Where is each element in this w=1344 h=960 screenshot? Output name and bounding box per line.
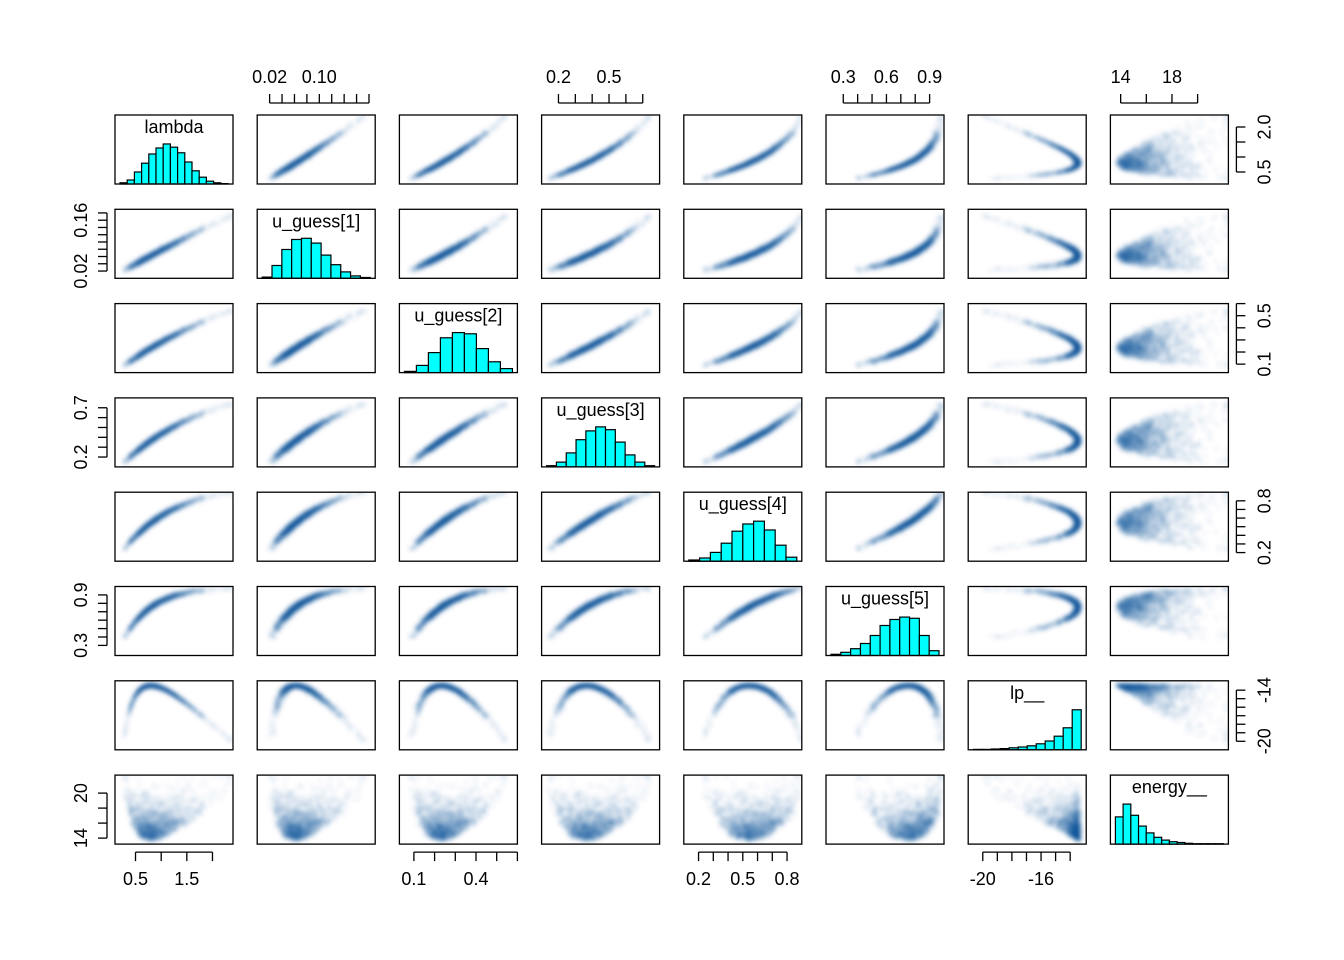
scatter-point	[331, 137, 335, 141]
scatter-point	[296, 159, 300, 163]
scatter-point	[500, 119, 504, 123]
scatter-point	[598, 153, 602, 157]
scatter-point	[356, 119, 360, 123]
scatter-point	[641, 121, 645, 125]
scatter-point	[495, 121, 499, 125]
scatter-point	[628, 133, 632, 137]
scatter-point	[449, 155, 453, 159]
scatter-point	[349, 121, 353, 125]
scatter-point	[632, 130, 636, 134]
scatter-point	[459, 150, 463, 154]
scatter-point	[605, 150, 609, 154]
scatter-point	[429, 166, 433, 170]
scatter-point	[303, 155, 307, 159]
scatter-point	[309, 153, 313, 157]
scatter-point	[277, 173, 281, 177]
scatter-panel-lambda-vs-u_guess[4]	[702, 114, 807, 181]
scatter-point	[587, 159, 591, 163]
scatter-point	[322, 142, 326, 146]
scatter-point	[342, 130, 346, 134]
scatter-panel-lambda-vs-u_guess[3]	[545, 114, 651, 181]
scatter-point	[625, 137, 629, 141]
scatter-panel-lambda-vs-u_guess[1]	[267, 114, 368, 181]
scatter-panel-lambda-vs-u_guess[2]	[408, 114, 508, 181]
scatter-point	[591, 155, 595, 159]
scatter-point	[326, 139, 330, 143]
scatter-point	[444, 159, 448, 163]
scatter-point	[481, 130, 485, 134]
scatter-point	[289, 164, 293, 168]
scatter-point	[436, 163, 440, 167]
scatter-point	[578, 164, 582, 168]
scatter-point	[488, 130, 492, 134]
scatter-point	[268, 176, 272, 180]
scatter-point	[334, 133, 338, 137]
scatter-point	[470, 141, 474, 145]
scatter-point	[459, 145, 463, 149]
scatter-point	[560, 173, 564, 177]
scatter-point	[316, 145, 320, 149]
scatter-point	[285, 166, 289, 170]
scatter-point	[618, 139, 622, 143]
scatter-point	[466, 145, 470, 149]
scatter-point	[422, 170, 426, 174]
scatter-point	[611, 145, 615, 149]
scatter-point	[571, 166, 575, 170]
scatter-point	[416, 173, 420, 177]
scatter-point	[491, 127, 495, 131]
scatter-point	[313, 150, 317, 154]
scatter-point	[545, 176, 549, 180]
scatter-point	[474, 139, 478, 143]
